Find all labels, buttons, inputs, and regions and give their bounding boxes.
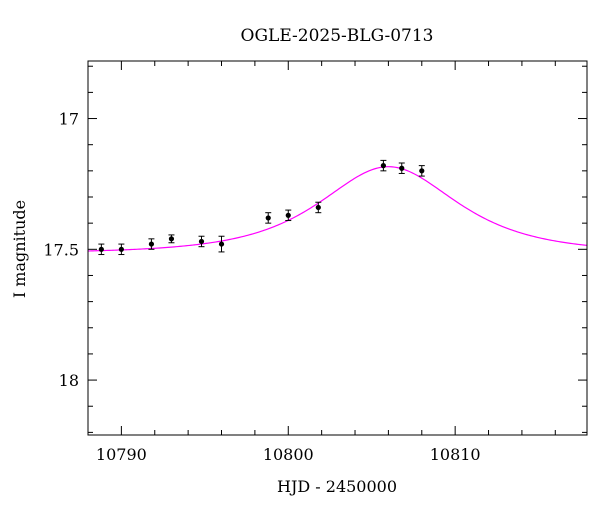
y-tick-label: 17 xyxy=(59,110,79,129)
data-marker xyxy=(265,215,271,221)
x-tick-label: 10800 xyxy=(263,445,314,464)
data-marker xyxy=(399,165,405,171)
data-point xyxy=(168,234,175,244)
data-point xyxy=(315,201,322,214)
data-point xyxy=(418,165,425,177)
plot-frame xyxy=(87,60,588,436)
data-marker xyxy=(168,236,175,242)
data-marker xyxy=(148,241,155,247)
data-marker xyxy=(419,168,425,174)
data-point xyxy=(265,212,272,224)
data-marker xyxy=(218,241,225,247)
data-point xyxy=(380,159,387,172)
x-tick-label: 10810 xyxy=(430,445,481,464)
data-point xyxy=(198,235,205,248)
data-marker xyxy=(118,246,124,252)
data-marker xyxy=(198,238,205,245)
data-marker xyxy=(285,212,291,218)
data-point xyxy=(148,238,155,250)
data-point xyxy=(218,235,225,253)
data-point xyxy=(285,209,292,222)
chart-title: OGLE-2025-BLG-0713 xyxy=(241,26,434,46)
data-marker xyxy=(380,163,386,169)
y-tick-label: 18 xyxy=(59,371,79,390)
data-point xyxy=(98,243,105,256)
data-marker xyxy=(315,204,321,211)
data-point xyxy=(118,243,125,256)
y-tick-label: 17.5 xyxy=(43,240,79,259)
x-axis-label: HJD - 2450000 xyxy=(277,477,397,496)
y-axis-label: I magnitude xyxy=(10,200,29,298)
data-point xyxy=(398,162,405,174)
data-points-layer xyxy=(98,159,425,256)
model-curve xyxy=(87,166,588,252)
model-curve-layer xyxy=(87,166,588,252)
data-marker xyxy=(98,246,104,252)
axes-layer: 10790 10800 10810 17 17.5 18 xyxy=(43,60,588,464)
x-tick-label: 10790 xyxy=(96,445,147,464)
